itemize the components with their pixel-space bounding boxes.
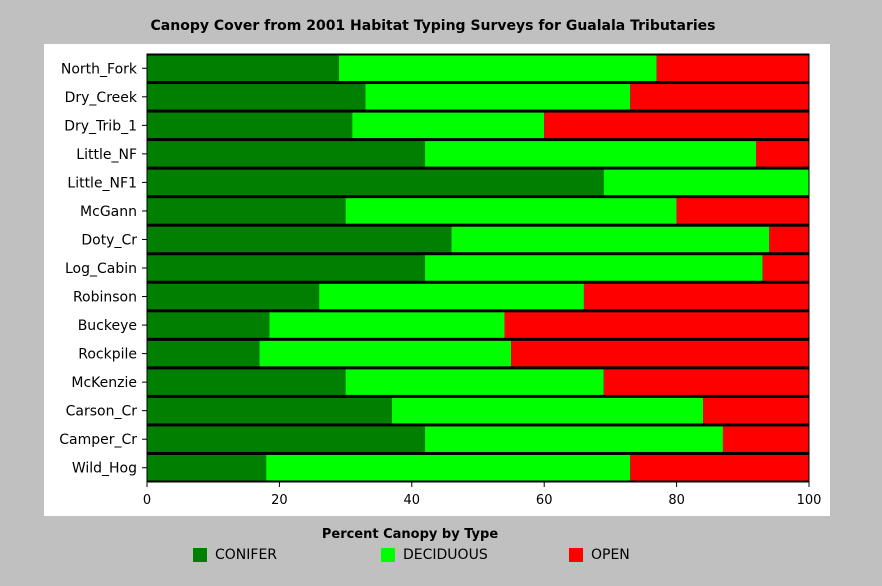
bar-deciduous-camper-cr <box>425 426 723 452</box>
bar-open-rockpile <box>511 340 809 367</box>
bar-conifer-robinson <box>147 283 320 310</box>
bar-conifer-little-nf <box>147 141 426 167</box>
y-tick-label-dry-trib-1: Dry_Trib_1 <box>64 118 137 134</box>
bar-open-robinson <box>583 283 809 310</box>
bar-deciduous-little-nf <box>425 141 757 167</box>
bar-deciduous-north-fork <box>338 55 657 82</box>
bar-conifer-log-cabin <box>147 255 426 281</box>
bar-open-buckeye <box>504 312 809 338</box>
bar-conifer-dry-trib-1 <box>147 112 353 139</box>
legend-swatch-deciduous <box>381 548 395 562</box>
y-tick-label-buckeye: Buckeye <box>78 318 137 334</box>
bar-open-carson-cr <box>703 397 809 424</box>
bar-conifer-dry-creek <box>147 84 366 110</box>
bar-deciduous-doty-cr <box>451 226 770 253</box>
x-axis-label: Percent Canopy by Type <box>321 527 499 542</box>
bar-open-dry-creek <box>630 84 809 110</box>
bar-deciduous-little-nf1 <box>603 169 809 196</box>
bar-conifer-carson-cr <box>147 397 392 424</box>
bar-conifer-little-nf1 <box>147 169 604 196</box>
bar-conifer-rockpile <box>147 340 260 367</box>
y-tick-label-doty-cr: Doty_Cr <box>81 232 137 248</box>
bar-deciduous-rockpile <box>259 340 512 367</box>
y-tick-label-rockpile: Rockpile <box>78 347 137 363</box>
bar-chart: North_Fork Dry_Creek Dry_Trib_1 Little_NF Li… <box>59 53 822 508</box>
x-tick-label-40: 40 <box>404 493 421 508</box>
chart-title: Canopy Cover from 2001 Habitat Typing Su… <box>150 18 716 34</box>
legend-label-conifer: CONIFER <box>215 547 278 563</box>
legend-label-deciduous: DECIDUOUS <box>403 547 488 563</box>
plot-frame <box>146 53 810 483</box>
y-tick-label-mcgann: McGann <box>80 204 137 220</box>
y-tick-label-log-cabin: Log_Cabin <box>65 261 137 277</box>
bar-conifer-camper-cr <box>147 426 426 452</box>
x-tick-label-0: 0 <box>143 493 151 508</box>
bar-open-mckenzie <box>603 369 809 395</box>
bar-open-log-cabin <box>762 255 809 281</box>
x-tick-label-60: 60 <box>536 493 553 508</box>
legend-swatch-conifer <box>193 548 207 562</box>
x-tick-label-80: 80 <box>668 493 685 508</box>
bar-deciduous-mckenzie <box>345 369 604 395</box>
bar-deciduous-robinson <box>319 283 584 310</box>
bar-open-camper-cr <box>722 426 809 452</box>
bar-open-dry-trib-1 <box>544 112 809 139</box>
bar-conifer-doty-cr <box>147 226 452 253</box>
y-tick-label-little-nf1: Little_NF1 <box>67 175 137 191</box>
y-tick-label-wild-hog: Wild_Hog <box>72 461 137 477</box>
y-tick-label-little-nf: Little_NF <box>76 147 137 163</box>
y-tick-label-dry-creek: Dry_Creek <box>65 90 138 106</box>
bar-deciduous-log-cabin <box>425 255 763 281</box>
bar-conifer-north-fork <box>147 55 339 82</box>
y-tick-label-north-fork: North_Fork <box>61 61 138 77</box>
y-tick-label-carson-cr: Carson_Cr <box>66 404 138 420</box>
legend-label-open: OPEN <box>591 547 630 563</box>
bar-conifer-mckenzie <box>147 369 346 395</box>
x-tick-label-100: 100 <box>797 493 822 508</box>
bar-open-little-nf <box>756 141 809 167</box>
bar-deciduous-dry-creek <box>365 84 631 110</box>
bar-deciduous-dry-trib-1 <box>352 112 545 139</box>
legend-swatch-open <box>569 548 583 562</box>
bar-open-mcgann <box>676 198 809 224</box>
bar-deciduous-mcgann <box>345 198 677 224</box>
bar-conifer-wild-hog <box>147 454 267 481</box>
bar-open-wild-hog <box>630 454 809 481</box>
bar-open-north-fork <box>656 55 809 82</box>
x-tick-label-20: 20 <box>271 493 288 508</box>
bar-conifer-buckeye <box>147 312 270 338</box>
bar-deciduous-carson-cr <box>391 397 704 424</box>
bar-conifer-mcgann <box>147 198 346 224</box>
y-tick-label-robinson: Robinson <box>73 290 137 306</box>
bar-open-doty-cr <box>769 226 809 253</box>
y-tick-label-camper-cr: Camper_Cr <box>59 432 137 448</box>
legend: CONIFER DECIDUOUS OPEN <box>0 547 882 567</box>
bar-deciduous-wild-hog <box>266 454 631 481</box>
bar-deciduous-buckeye <box>269 312 505 338</box>
y-tick-label-mckenzie: McKenzie <box>71 375 137 391</box>
